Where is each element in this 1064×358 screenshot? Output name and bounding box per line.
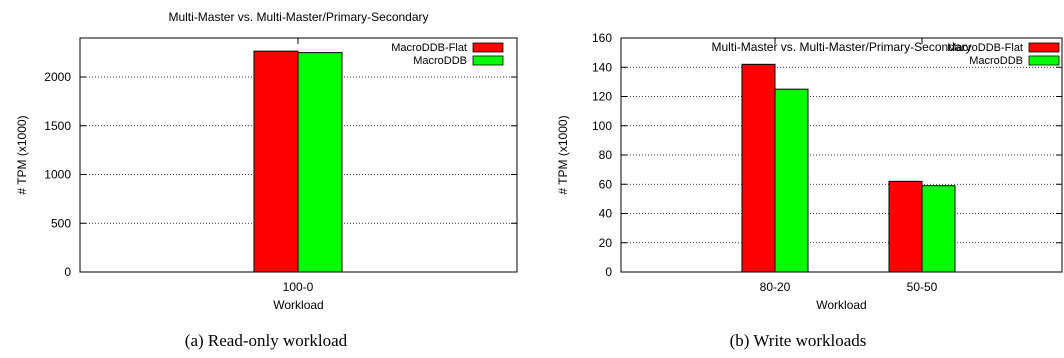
y-tick-label: 20 <box>599 236 613 250</box>
legend-label: MacroDDB <box>413 55 467 67</box>
x-tick-label: 80-20 <box>760 280 791 294</box>
y-tick-label: 1500 <box>44 119 71 133</box>
figure-read-only: Multi-Master vs. Multi-Master/Primary-Se… <box>15 10 518 350</box>
plot-frame <box>79 37 518 273</box>
bar-macroddb-flat-80-20 <box>741 63 776 273</box>
y-tick-label: 100 <box>592 119 612 133</box>
chart-write-workloads: Multi-Master vs. Multi-Master/Primary-Se… <box>556 31 1063 312</box>
x-axis-label: Workload <box>816 298 866 312</box>
legend-swatch-macroddb <box>1028 55 1060 66</box>
y-tick-label: 160 <box>592 31 612 45</box>
y-tick-label: 60 <box>599 177 613 191</box>
y-tick-label: 2000 <box>44 70 71 84</box>
legend-label: MacroDDB-Flat <box>391 42 467 54</box>
bar-macroddb-flat-100-0 <box>253 50 299 273</box>
y-tick-label: 120 <box>592 90 612 104</box>
chart-title: Multi-Master vs. Multi-Master/Primary-Se… <box>168 10 428 24</box>
plot-frame <box>620 37 1063 273</box>
y-tick-label: 0 <box>64 265 71 279</box>
bar-macroddb-100-0 <box>297 52 343 273</box>
caption-write: (b) Write workloads <box>729 331 867 350</box>
y-tick-label: 80 <box>599 148 613 162</box>
y-tick-label: 500 <box>51 216 71 230</box>
y-tick-label: 140 <box>592 60 612 74</box>
bar-macroddb-flat-50-50 <box>888 180 923 273</box>
x-axis-label: Workload <box>273 298 323 312</box>
legend-label: MacroDDB <box>969 55 1023 67</box>
y-axis-label: # TPM (x1000) <box>556 115 570 194</box>
x-tick-label: 100-0 <box>283 280 314 294</box>
legend-swatch-macroddb <box>472 55 504 66</box>
bar-macroddb-80-20 <box>774 88 809 273</box>
y-axis-label: # TPM (x1000) <box>15 115 29 194</box>
legend-swatch-macroddb-flat <box>472 42 504 53</box>
legend-swatch-macroddb-flat <box>1028 42 1060 53</box>
legend-label: MacroDDB-Flat <box>947 42 1023 54</box>
y-tick-label: 40 <box>599 207 613 221</box>
y-tick-label: 0 <box>605 265 612 279</box>
x-tick-label: 50-50 <box>907 280 938 294</box>
figure-write: Multi-Master vs. Multi-Master/Primary-Se… <box>532 0 1064 358</box>
y-tick-label: 1000 <box>44 168 71 182</box>
bar-macroddb-50-50 <box>921 185 956 273</box>
chart-title: Multi-Master vs. Multi-Master/Primary-Se… <box>711 40 971 54</box>
chart-read-only-workload: Multi-Master vs. Multi-Master/Primary-Se… <box>15 10 518 312</box>
caption-read-only: (a) Read-only workload <box>184 331 348 350</box>
